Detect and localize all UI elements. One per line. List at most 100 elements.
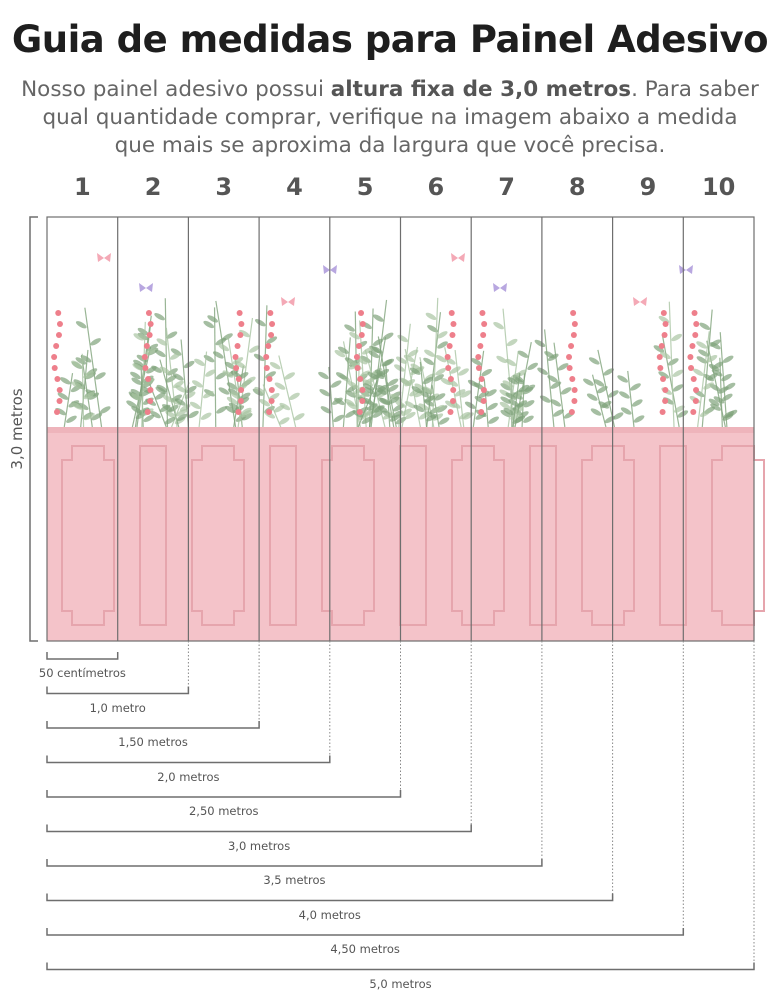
flower-bud — [56, 387, 63, 393]
plant-stem — [627, 370, 635, 428]
plant-stem — [81, 353, 85, 428]
width-bracket — [46, 755, 331, 764]
leaf — [137, 332, 149, 341]
leaf — [672, 384, 684, 392]
leaf — [424, 395, 436, 403]
leaf — [189, 401, 201, 410]
leaf — [505, 392, 517, 400]
flower-bud — [693, 387, 700, 393]
leaf — [486, 389, 497, 397]
leaf — [159, 366, 171, 374]
flower-bud — [233, 365, 240, 371]
leaf — [710, 403, 721, 411]
butterfly-icon — [451, 253, 465, 262]
leaf — [165, 410, 176, 418]
leaf — [205, 369, 216, 377]
leaf — [131, 377, 143, 385]
flower-bud — [234, 343, 241, 349]
leaf — [240, 410, 252, 418]
leaf — [207, 315, 218, 323]
leaf — [83, 371, 94, 379]
plant-stem — [180, 339, 190, 428]
flower-bud — [662, 398, 669, 404]
subtitle-text: Nosso painel adesivo possui — [21, 77, 331, 102]
flower-bud — [263, 354, 270, 360]
leaf — [162, 404, 173, 412]
flower-bud — [566, 365, 573, 371]
leaf — [500, 396, 512, 404]
butterfly-icon — [281, 297, 295, 306]
plant-stem — [472, 350, 485, 428]
leaf — [505, 358, 517, 367]
flower-bud — [447, 409, 454, 415]
leaf — [71, 381, 83, 389]
leaf — [404, 411, 416, 420]
leaf — [619, 391, 630, 399]
flower-bud — [147, 387, 154, 393]
leaf — [544, 351, 555, 359]
leaf — [143, 378, 155, 386]
panel-number: 6 — [427, 173, 445, 201]
leaf — [130, 371, 141, 380]
leaf — [553, 409, 564, 417]
leaf — [534, 339, 546, 348]
leaf — [590, 408, 602, 416]
leaf — [427, 324, 438, 333]
plant-stem — [401, 346, 418, 428]
leaf — [435, 368, 447, 376]
leaf — [502, 380, 514, 388]
molding-frame — [581, 445, 635, 626]
leaf — [512, 374, 524, 383]
leaf — [724, 382, 736, 391]
leaf — [588, 357, 600, 365]
leaf — [137, 327, 149, 336]
leaf — [194, 358, 205, 367]
panel-number: 4 — [286, 173, 303, 201]
leaf — [151, 365, 162, 373]
leaf — [478, 390, 490, 399]
leaf — [631, 399, 643, 407]
leaf — [289, 392, 300, 401]
leaf — [409, 367, 421, 375]
leaf — [144, 348, 156, 356]
plant-stem — [141, 321, 146, 428]
leaf — [130, 388, 142, 397]
leaf — [167, 368, 178, 376]
leaf — [445, 400, 456, 408]
leaf — [363, 383, 374, 391]
flower-bud — [691, 310, 698, 316]
flower-bud — [660, 310, 667, 316]
leaf — [202, 391, 214, 399]
leaf — [550, 399, 562, 407]
leaf — [83, 391, 95, 400]
flower-bud — [143, 343, 150, 349]
leaf — [274, 382, 286, 390]
leaf — [712, 361, 724, 370]
panel-number: 10 — [701, 173, 736, 201]
leaf — [284, 372, 295, 380]
leaf — [517, 350, 529, 358]
leaf — [597, 385, 608, 394]
flower-bud — [235, 376, 242, 382]
leaf — [722, 355, 734, 363]
leaf — [473, 382, 485, 390]
flower-bud — [658, 343, 665, 349]
leaf — [433, 374, 444, 382]
flower-bud — [570, 310, 577, 316]
leaf — [254, 319, 266, 327]
flower-bud — [51, 365, 58, 371]
flower-bud — [268, 398, 275, 404]
leaf — [346, 402, 358, 410]
flower-bud — [450, 387, 457, 393]
flower-bud — [354, 365, 361, 371]
molding-frame — [451, 445, 505, 626]
leaf — [539, 395, 551, 403]
plant-stem — [514, 341, 532, 428]
leaf — [522, 386, 534, 395]
leaf — [166, 331, 178, 339]
panel-number: 5 — [356, 173, 374, 201]
leaf — [399, 377, 411, 385]
flower-bud — [144, 409, 151, 415]
leaf — [460, 390, 472, 398]
flower-bud — [661, 332, 668, 338]
